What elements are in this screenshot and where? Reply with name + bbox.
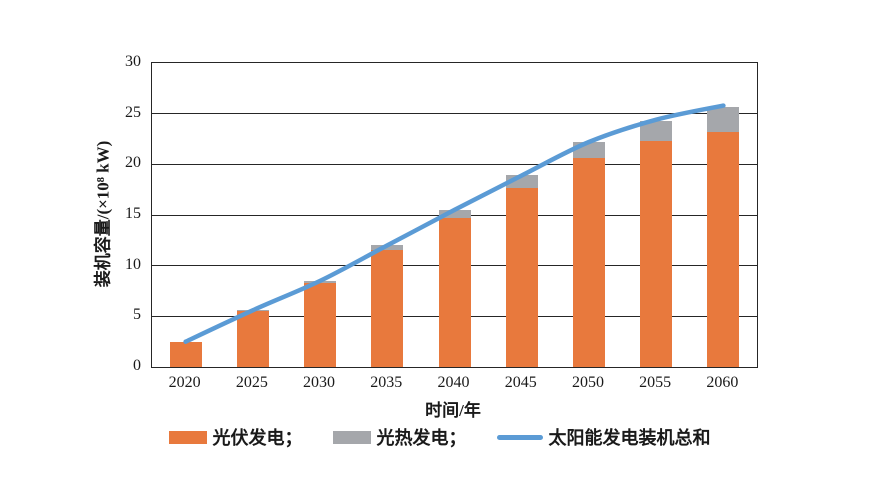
- bar-csp-2055: [640, 120, 673, 142]
- plot-area: [151, 62, 758, 368]
- legend-item-0: 光伏发电；: [168, 424, 303, 450]
- bar-pv-2060: [707, 131, 740, 367]
- x-tick-2030: 2030: [303, 374, 336, 391]
- legend: 光伏发电； 光热发电； 太阳能发电装机总和: [0, 424, 879, 450]
- gridline-25: [152, 113, 757, 115]
- x-tick-2060: 2060: [706, 374, 739, 391]
- x-tick-2025: 2025: [235, 374, 268, 391]
- y-tick-30: 30: [125, 53, 141, 70]
- legend-line-swatch: [496, 434, 543, 440]
- legend-item-1: 光热发电；: [332, 424, 467, 450]
- total-line-layer: [183, 103, 726, 344]
- y-tick-5: 5: [133, 306, 141, 324]
- x-tick-2045: 2045: [504, 374, 537, 391]
- y-tick-20: 20: [125, 154, 141, 172]
- y-tick-15: 15: [125, 205, 141, 222]
- legend-item-2: 太阳能发电装机总和: [496, 424, 711, 450]
- legend-label: 太阳能发电装机总和: [548, 428, 711, 448]
- legend-bar-swatch: [332, 430, 371, 444]
- bar-csp-2040: [438, 209, 471, 219]
- bar-pv-2050: [572, 158, 605, 367]
- x-tick-2035: 2035: [370, 374, 403, 391]
- x-tick-2040: 2040: [437, 374, 470, 391]
- bar-pv-2020: [169, 341, 202, 367]
- bar-pv-2055: [640, 141, 673, 367]
- bar-pv-2035: [371, 250, 404, 367]
- bar-pv-2045: [505, 187, 538, 367]
- y-tick-25: 25: [125, 103, 141, 121]
- x-tick-2020: 2020: [168, 374, 201, 391]
- bar-pv-2030: [304, 282, 337, 367]
- y-tick-0: 0: [133, 357, 141, 374]
- gridline-20: [152, 163, 757, 165]
- bar-csp-2060: [707, 106, 740, 132]
- total-line-path: [183, 103, 726, 344]
- x-tick-2055: 2055: [639, 374, 672, 391]
- legend-label: 光热发电；: [376, 428, 467, 448]
- legend-label: 光伏发电；: [212, 428, 303, 448]
- y-tick-10: 10: [125, 255, 141, 273]
- x-axis-title: 时间/年: [425, 401, 481, 420]
- bar-pv-2025: [236, 311, 269, 367]
- bar-pv-2040: [438, 218, 471, 367]
- legend-bar-swatch: [168, 430, 207, 444]
- x-tick-2050: 2050: [571, 374, 604, 391]
